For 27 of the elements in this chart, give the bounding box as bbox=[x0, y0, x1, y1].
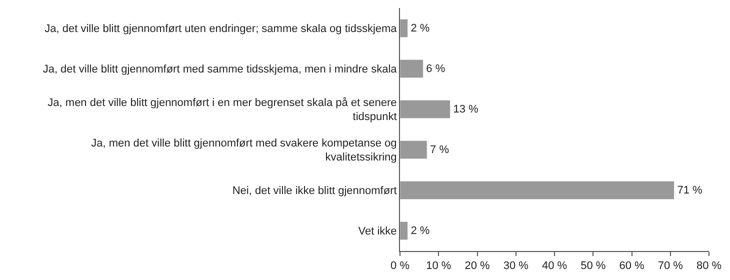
data-label: 2 % bbox=[410, 224, 430, 237]
bar bbox=[400, 180, 674, 200]
y-tick-label: Ja, men det ville blitt gjennomført med svakere kompetanse og kvalitetssikring bbox=[91, 137, 397, 164]
bar bbox=[400, 221, 408, 240]
x-tick-label: 70 % bbox=[658, 260, 684, 272]
data-label: 7 % bbox=[430, 144, 450, 156]
data-label: 6 % bbox=[426, 62, 446, 75]
x-tick-label: 10 % bbox=[426, 260, 452, 272]
bar bbox=[400, 140, 428, 160]
y-tick-label: Vet ikke bbox=[358, 226, 397, 238]
y-tick-label: Ja, det ville blitt gjennomført med samme tidsskjema, men i mindre skala bbox=[42, 64, 398, 76]
x-tick-label: 80 % bbox=[696, 260, 722, 272]
x-tick-label: 20 % bbox=[464, 260, 490, 272]
data-label: 13 % bbox=[453, 103, 478, 116]
y-tick-label: Ja, men det ville blitt gjennomført i en mer begrenset skala på et senere tidspunkt bbox=[48, 96, 397, 124]
data-label: 2 % bbox=[410, 22, 430, 34]
x-tick-label: 40 % bbox=[542, 260, 568, 272]
x-tick-label: 50 % bbox=[580, 260, 606, 272]
y-tick-label: Ja, det ville blitt gjennomført uten endringer; samme skala og tidsskjema bbox=[44, 23, 398, 36]
x-tick-label: 30 % bbox=[503, 260, 529, 272]
x-tick-label: 60 % bbox=[619, 260, 644, 272]
x-tick-label: 0 % bbox=[390, 260, 410, 272]
y-tick-label: Nei, det ville ikke blitt gjennomført bbox=[232, 185, 397, 198]
data-label: 71 % bbox=[677, 184, 703, 196]
bar bbox=[400, 18, 408, 38]
bar bbox=[400, 100, 450, 119]
bar bbox=[400, 59, 424, 78]
